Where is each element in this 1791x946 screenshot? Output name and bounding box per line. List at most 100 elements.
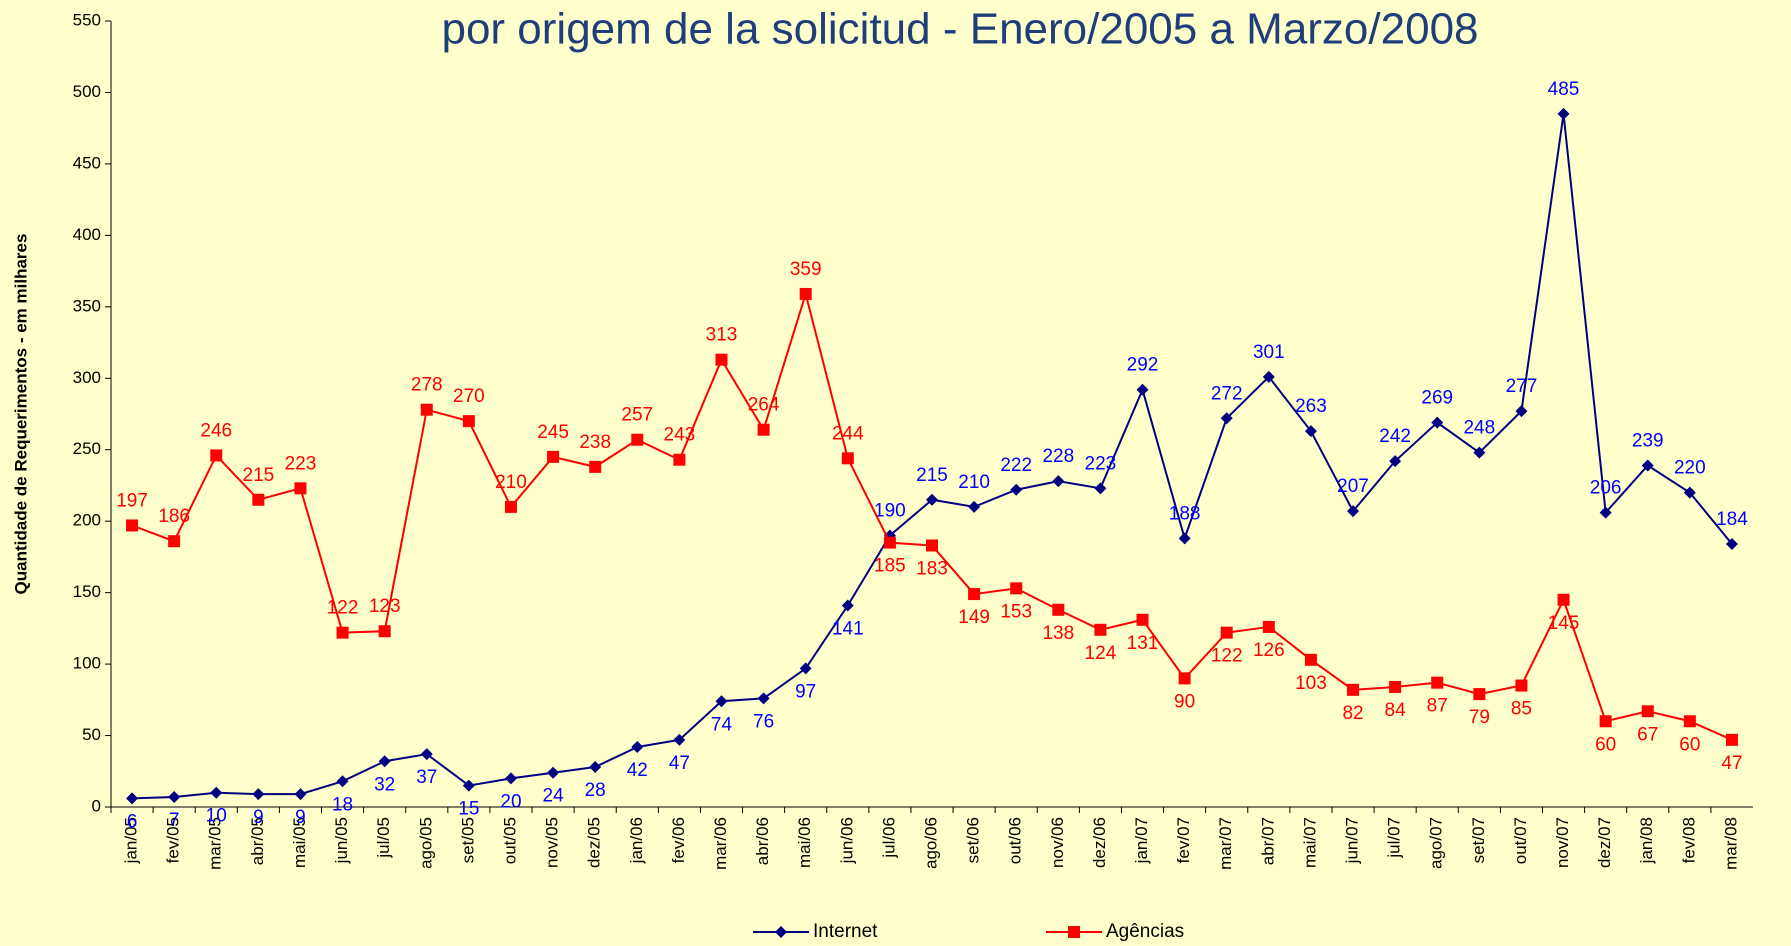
data-label: 257 [621, 405, 653, 426]
data-label: 246 [200, 420, 232, 441]
marker [926, 493, 938, 506]
data-label: 197 [116, 490, 148, 511]
data-label: 184 [1716, 509, 1748, 530]
marker [841, 452, 854, 465]
marker [757, 423, 770, 436]
data-label: 223 [285, 453, 317, 474]
data-label: 239 [1632, 430, 1664, 451]
series-line [132, 113, 1733, 800]
marker [1010, 483, 1023, 496]
marker [126, 792, 139, 805]
marker [1010, 582, 1023, 595]
x-tick-label: abr/07 [1258, 817, 1277, 865]
marker [968, 500, 981, 513]
marker [294, 482, 307, 495]
data-label: 313 [706, 325, 738, 346]
marker [1431, 416, 1444, 429]
data-label: 20 [500, 791, 521, 812]
y-tick-label: 400 [73, 225, 101, 244]
x-tick-label: jun/07 [1343, 817, 1362, 864]
x-tick-label: jan/05 [122, 817, 141, 864]
marker [1262, 620, 1275, 633]
marker [1641, 459, 1654, 472]
marker [210, 786, 223, 799]
data-label: 79 [1469, 707, 1490, 728]
x-tick-label: mar/08 [1721, 817, 1740, 870]
data-label: 277 [1506, 376, 1538, 397]
marker [1178, 672, 1191, 685]
x-tick-label: jan/08 [1637, 817, 1656, 864]
x-tick-label: dez/07 [1595, 817, 1614, 868]
marker [294, 788, 307, 801]
marker [462, 779, 475, 792]
x-tick-label: abr/06 [753, 817, 772, 865]
marker [1599, 506, 1612, 519]
data-label: 210 [958, 472, 990, 493]
data-label: 60 [1595, 734, 1616, 755]
marker [1347, 683, 1360, 696]
data-label: 138 [1042, 623, 1074, 644]
x-tick-label: out/05 [500, 817, 519, 864]
y-tick-label: 200 [73, 511, 101, 530]
x-tick-label: fev/05 [164, 817, 183, 863]
marker [799, 662, 812, 675]
data-label: 42 [627, 760, 648, 781]
y-tick-label: 150 [73, 582, 101, 601]
data-label: 244 [832, 423, 864, 444]
data-label: 97 [795, 681, 816, 702]
data-label: 245 [537, 422, 569, 443]
marker [504, 772, 517, 785]
marker [1220, 412, 1233, 425]
marker [336, 775, 349, 788]
marker [1557, 107, 1570, 120]
x-tick-label: jul/06 [879, 817, 898, 859]
data-label: 292 [1127, 355, 1159, 376]
x-tick-label: out/07 [1511, 817, 1530, 864]
data-label: 82 [1342, 703, 1363, 724]
data-label: 190 [874, 500, 906, 521]
x-tick-label: mar/07 [1216, 817, 1235, 870]
marker [462, 415, 475, 428]
data-label: 278 [411, 375, 443, 396]
data-label: 67 [1637, 724, 1658, 745]
marker [252, 788, 265, 801]
marker [1473, 446, 1486, 459]
marker [673, 733, 686, 746]
marker [1304, 425, 1317, 438]
data-label: 122 [1211, 646, 1243, 667]
data-label: 264 [748, 395, 780, 416]
marker [883, 536, 896, 549]
x-tick-label: mai/07 [1300, 817, 1319, 868]
marker [1389, 680, 1402, 693]
marker [378, 755, 391, 768]
data-label: 47 [1721, 753, 1742, 774]
marker [757, 692, 770, 705]
x-tick-label: set/05 [458, 817, 477, 863]
legend-label: Internet [813, 921, 878, 942]
y-tick-label: 500 [73, 82, 101, 101]
data-label: 124 [1085, 643, 1117, 664]
data-label: 15 [458, 799, 479, 820]
data-label: 270 [453, 386, 485, 407]
x-tick-label: fev/08 [1679, 817, 1698, 863]
marker [1094, 623, 1107, 636]
data-label: 123 [369, 596, 401, 617]
marker [715, 695, 728, 708]
data-label: 6 [127, 811, 138, 832]
data-label: 85 [1511, 699, 1532, 720]
data-label: 228 [1042, 446, 1074, 467]
data-label: 126 [1253, 640, 1285, 661]
data-label: 185 [874, 556, 906, 577]
x-tick-label: jun/05 [332, 817, 351, 864]
x-tick-label: mai/05 [290, 817, 309, 868]
marker [252, 493, 265, 506]
marker [673, 453, 686, 466]
data-label: 220 [1674, 458, 1706, 479]
marker [1094, 482, 1107, 495]
marker [1725, 733, 1738, 746]
data-label: 210 [495, 472, 527, 493]
y-tick-label: 300 [73, 368, 101, 387]
marker [589, 760, 602, 773]
marker [631, 740, 644, 753]
